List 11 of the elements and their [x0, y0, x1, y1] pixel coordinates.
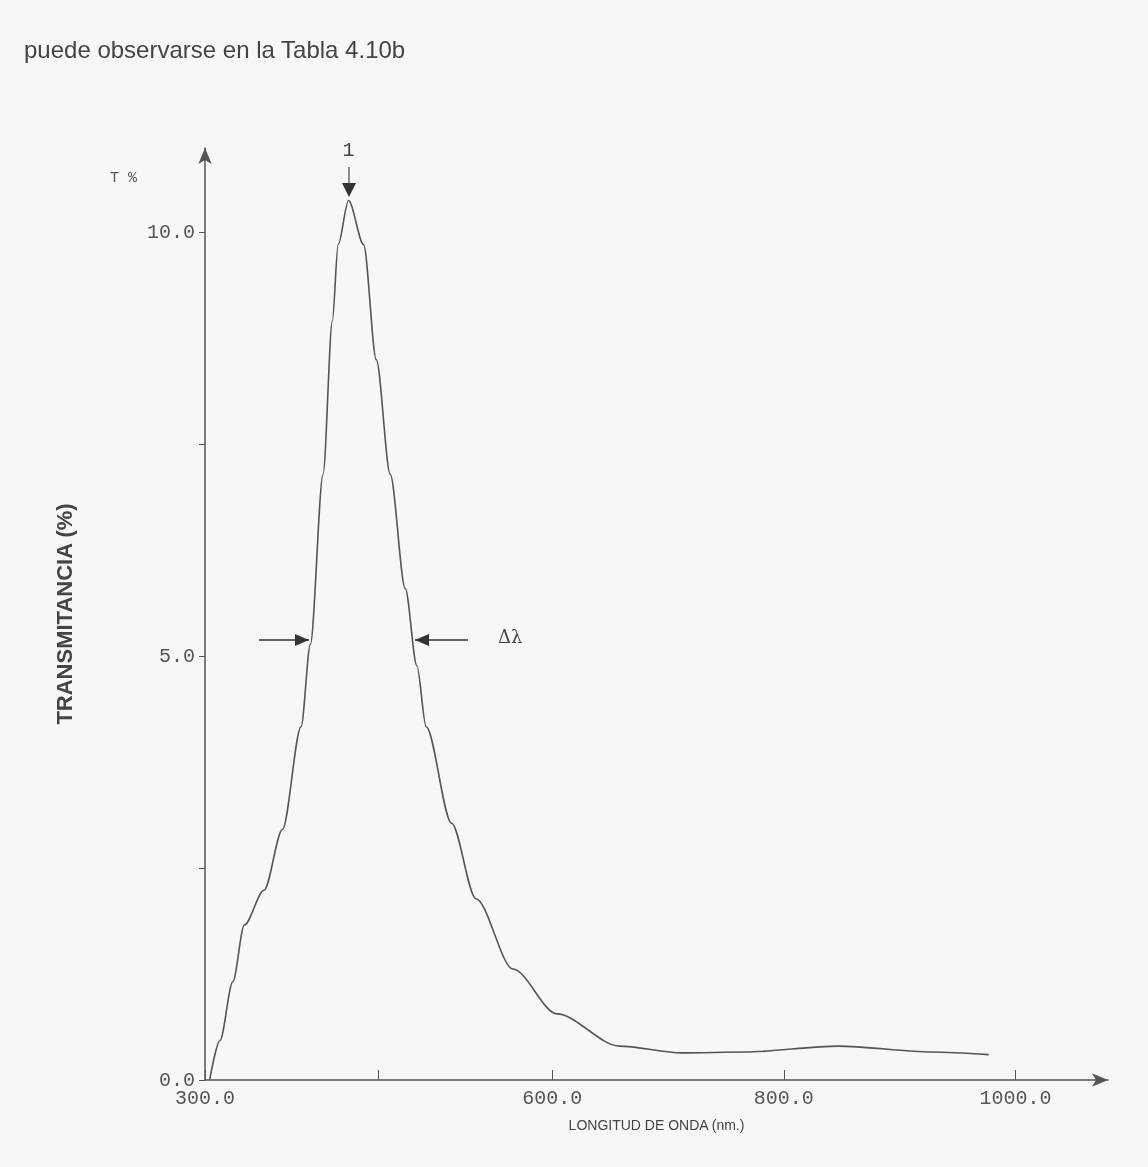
- y-tick-label: 5.0: [158, 644, 195, 668]
- x-tick-label: 1000.0: [979, 1086, 1052, 1110]
- text: T %: [110, 170, 138, 187]
- y-axis-title: TRANSMITANCIA (%): [51, 503, 77, 725]
- annotation: 1: [341, 138, 356, 162]
- y-tick-label: 10.0: [146, 221, 195, 245]
- x-axis-title: LONGITUD DE ONDA (nm.): [568, 1117, 745, 1133]
- text: puede observarse en la Tabla 4.10b: [24, 36, 406, 64]
- x-tick-label: 600.0: [522, 1086, 583, 1110]
- annotation: Δλ: [498, 626, 523, 648]
- x-tick-label: 800.0: [753, 1086, 814, 1110]
